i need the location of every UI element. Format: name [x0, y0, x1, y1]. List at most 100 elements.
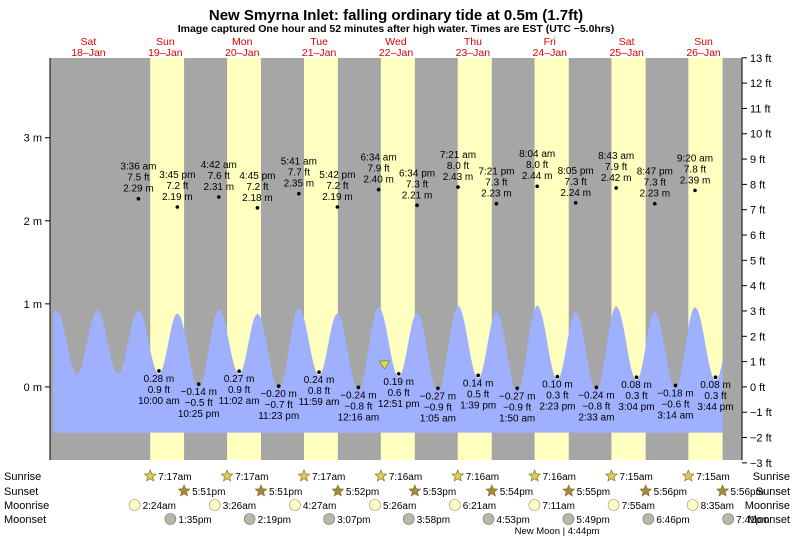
tide-height-ft: 0.3 ft [546, 391, 568, 402]
right-tick-label: 8 ft [750, 179, 765, 191]
tide-height-ft: 7.2 ft [166, 181, 188, 192]
sunset-icon [485, 484, 499, 497]
tide-time: 6:34 pm [399, 168, 435, 179]
tide-height-m: 2.29 m [123, 184, 154, 195]
event-row-label-right: Sunset [756, 486, 790, 498]
moonset-time: 3:07pm [337, 515, 370, 526]
event-row-label: Moonset [4, 514, 46, 526]
day-name: Fri [544, 36, 556, 48]
low-tide-label: −0.18 m−0.6 ft3:14 am [657, 383, 694, 421]
tide-height-ft: 7.2 ft [246, 182, 268, 193]
high-tide-label: 3:45 pm7.2 ft2.19 m [159, 170, 195, 209]
sunrise-icon [528, 469, 542, 482]
day-date: 18–Jan [71, 47, 106, 59]
day-date: 22–Jan [379, 47, 414, 59]
moonset-time: 5:49pm [576, 515, 609, 526]
page-title: New Smyrna Inlet: falling ordinary tide … [209, 7, 583, 24]
moonrise-icon [369, 499, 381, 511]
tide-time: 11:59 am [299, 397, 340, 408]
tide-height-m: −0.24 m [578, 390, 614, 401]
moonrise-icon [448, 499, 461, 511]
tide-time: 8:05 pm [558, 166, 594, 177]
tide-height-m: 2.31 m [204, 182, 235, 193]
tide-height-ft: 7.8 ft [684, 164, 706, 175]
low-tide-point [555, 374, 560, 379]
tide-height-m: 0.19 m [383, 377, 414, 388]
right-tick-label: 5 ft [750, 255, 765, 267]
moonrise-icon [686, 499, 699, 511]
day-name: Mon [232, 36, 253, 48]
high-tide-label: 6:34 pm7.3 ft2.21 m [399, 168, 435, 208]
tide-height-ft: −0.7 ft [265, 400, 293, 411]
right-tick-label: 3 ft [750, 306, 765, 318]
day-date: 26–Jan [686, 47, 721, 59]
tide-height-m: 2.21 m [402, 190, 433, 201]
tide-height-m: −0.24 m [340, 390, 376, 401]
tide-time: 11:02 am [219, 396, 260, 407]
sunrise-time: 7:16am [543, 472, 576, 483]
tide-height-ft: 7.9 ft [367, 164, 389, 175]
sunrise-time: 7:17am [312, 472, 345, 483]
high-tide-label: 4:42 am7.6 ft2.31 m [201, 160, 237, 199]
tide-height-m: −0.27 m [499, 391, 535, 402]
low-tide-point [515, 386, 519, 391]
sunset-icon [331, 484, 345, 497]
high-tide-point [614, 186, 618, 190]
high-tide-label: 7:21 pm7.3 ft2.23 m [478, 167, 515, 206]
tide-height-ft: 0.6 ft [388, 388, 410, 399]
tide-time: 8:43 am [598, 151, 634, 162]
high-tide-label: 9:20 am7.8 ft2.39 m [677, 153, 713, 193]
sunset-icon [254, 484, 268, 497]
tide-time: 3:04 pm [618, 402, 654, 413]
day-date: 20–Jan [225, 47, 260, 59]
tide-height-m: −0.20 m [260, 389, 296, 400]
tide-height-ft: 7.3 ft [565, 177, 587, 188]
left-tick-label: 1 m [24, 299, 42, 311]
tide-height-ft: 7.7 ft [288, 168, 310, 179]
day-date: 24–Jan [533, 47, 568, 59]
tide-time: 11:23 pm [258, 411, 299, 422]
tide-time: 1:50 am [499, 413, 535, 424]
moonset-icon [402, 513, 415, 525]
high-tide-label: 5:41 am7.7 ft2.35 m [281, 157, 317, 196]
sunset-time: 5:54pm [500, 487, 533, 498]
tide-time: 4:45 pm [239, 171, 275, 182]
day-name: Sat [619, 36, 635, 48]
tide-time: 5:41 am [281, 157, 317, 168]
sunrise-time: 7:15am [619, 472, 652, 483]
high-tide-label: 8:43 am7.9 ft2.42 m [598, 151, 634, 190]
event-row-label: Sunrise [4, 471, 41, 483]
sunset-time: 5:51pm [269, 487, 302, 498]
tide-height-ft: 8.0 ft [526, 160, 548, 171]
sunset-time: 5:56pm [654, 487, 687, 498]
right-tick-label: 11 ft [750, 103, 771, 115]
sunset-icon [716, 484, 730, 497]
high-tide-label: 6:34 am7.9 ft2.40 m [361, 153, 397, 192]
tide-height-ft: 7.2 ft [326, 181, 348, 192]
tide-time: 7:21 am [440, 150, 476, 161]
moonset-time: 1:35pm [178, 515, 211, 526]
tide-time: 9:20 am [677, 153, 713, 164]
high-tide-point [573, 201, 578, 205]
moonset-icon [243, 513, 256, 525]
left-tick-label: 2 m [24, 216, 42, 228]
sunset-time: 5:53pm [423, 487, 456, 498]
high-tide-label: 8:04 am8.0 ft2.44 m [519, 149, 555, 189]
event-row-label: Sunset [4, 486, 38, 498]
moonset-icon [562, 513, 575, 525]
low-tide-point [594, 385, 599, 390]
tide-height-m: 2.18 m [242, 193, 273, 204]
astronomy-events: Sunrise Sunrise Sunset Sunset Moonrise Moonri… [4, 469, 790, 537]
high-tide-point [652, 201, 657, 206]
tide-height-m: 0.14 m [463, 378, 494, 389]
moonset-icon [482, 513, 495, 525]
sunset-icon [408, 484, 422, 497]
moonrise-time: 7:11am [542, 501, 575, 512]
low-tide-point [157, 369, 161, 373]
right-tick-label: 9 ft [750, 154, 765, 166]
